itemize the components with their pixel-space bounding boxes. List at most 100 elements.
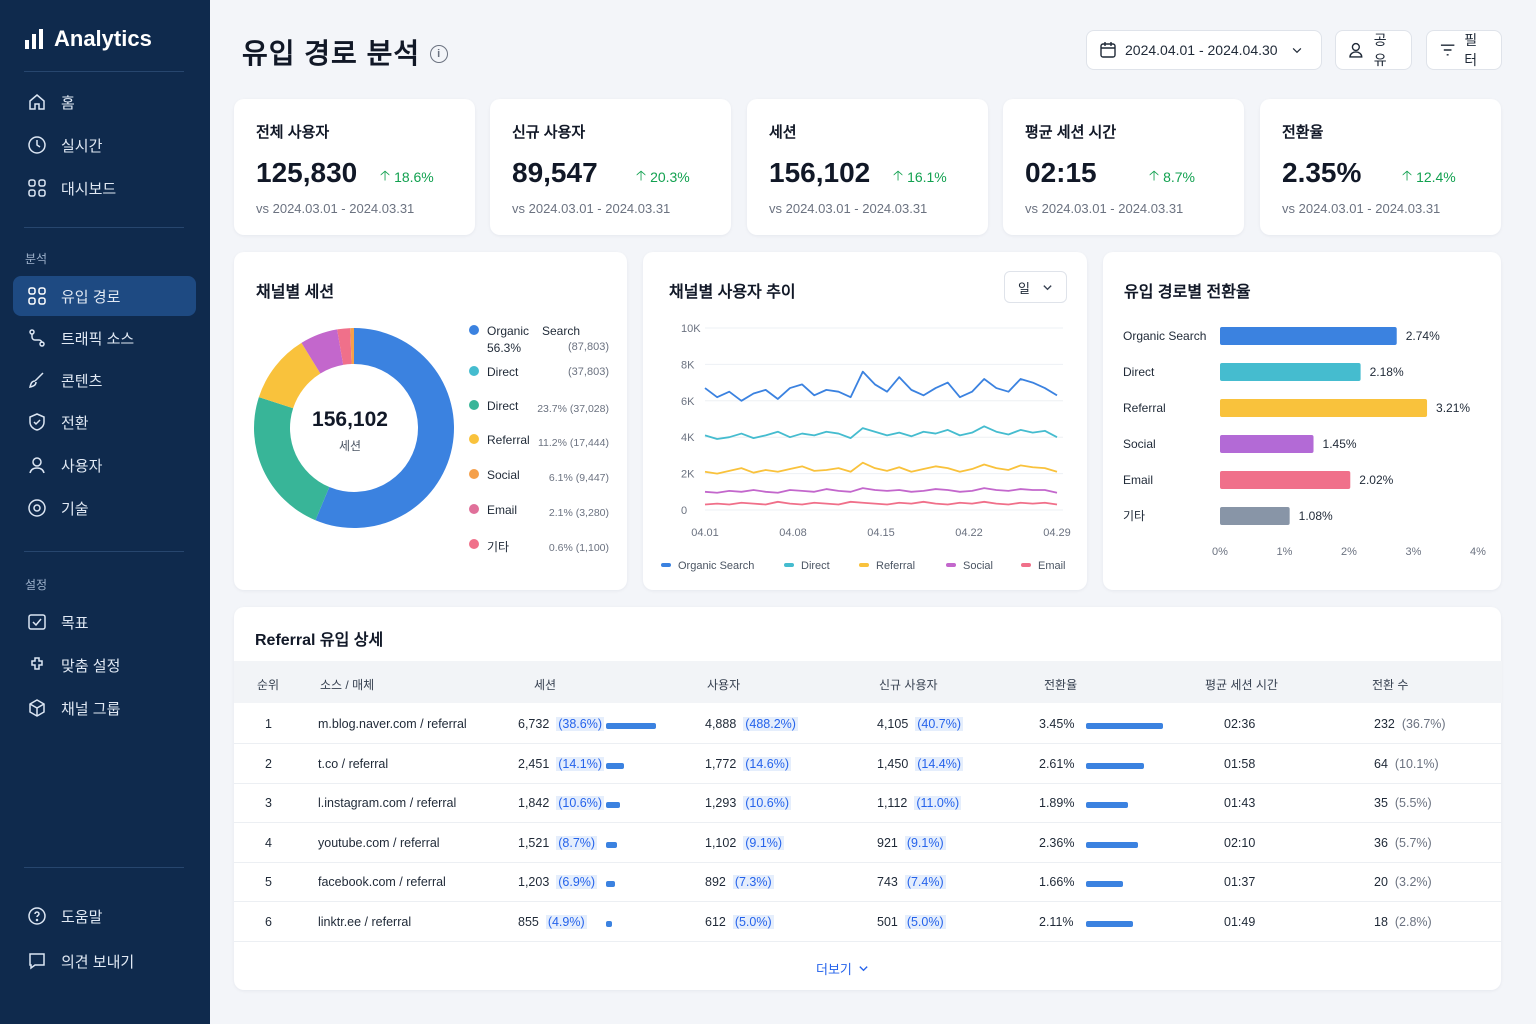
legend-name: Direct bbox=[487, 399, 519, 413]
category-label: 기타 bbox=[1123, 509, 1145, 523]
period-select[interactable]: 일 bbox=[1004, 271, 1067, 303]
sidebar-item-feedback[interactable]: 의견 보내기 bbox=[13, 941, 196, 981]
date-range-picker[interactable]: 2024.04.01 - 2024.04.30 bbox=[1086, 30, 1322, 70]
trend-legend-item[interactable]: Referral bbox=[859, 560, 915, 572]
col-rank[interactable]: 순위 bbox=[257, 678, 280, 692]
hbar-chart: Organic Search 2.74% Direct 2.18% Referral 3.… bbox=[1123, 327, 1486, 558]
sidebar-item-custom[interactable]: 맞춤 설정 bbox=[13, 645, 196, 685]
donut-slice-1[interactable] bbox=[253, 397, 330, 521]
chevron-down-icon bbox=[1292, 48, 1301, 54]
series-line-4[interactable] bbox=[704, 500, 1058, 506]
legend-item[interactable]: Direct 23.7% (37,028) bbox=[469, 399, 609, 429]
trend-legend-item[interactable]: Organic Search bbox=[661, 560, 754, 572]
cell-sessions: 6,732 (38.6%) bbox=[518, 717, 605, 731]
share-button[interactable]: 공유 bbox=[1335, 30, 1412, 70]
sidebar-item-realtime[interactable]: 실시간 bbox=[13, 125, 196, 165]
col-new-users[interactable]: 신규 사용자 bbox=[879, 678, 938, 692]
trend-legend-item[interactable]: Direct bbox=[784, 560, 830, 572]
cell-sessions: 855 bbox=[518, 914, 539, 929]
col-source[interactable]: 소스 / 매체 bbox=[320, 678, 375, 692]
cell-source: linktr.ee / referral bbox=[318, 915, 411, 929]
bar-value-label: 2.74% bbox=[1406, 329, 1440, 343]
cell-users: 1,293 bbox=[705, 796, 737, 810]
sidebar-item-goals[interactable]: 목표 bbox=[13, 602, 196, 642]
legend-count: (87,803) bbox=[568, 341, 609, 353]
cell-cr: 2.11% bbox=[1039, 914, 1074, 929]
legend-item[interactable]: Direct (37,803) bbox=[469, 365, 609, 395]
legend-item[interactable]: 기타 0.6% (1,100) bbox=[469, 538, 609, 568]
cell-users: 892 (7.3%) bbox=[705, 875, 774, 889]
cell-source: facebook.com / referral bbox=[318, 875, 446, 889]
bar-0[interactable] bbox=[1220, 327, 1397, 345]
cell-conv: 64 bbox=[1374, 756, 1388, 771]
table-row[interactable]: 5 facebook.com / referral 1,203 (6.9%) 892 … bbox=[234, 862, 1502, 902]
series-line-0[interactable] bbox=[704, 370, 1058, 402]
donut-slice-5[interactable] bbox=[350, 328, 354, 365]
trend-legend-item[interactable]: Email bbox=[1021, 560, 1066, 572]
legend-item[interactable]: Referral 11.2% (17,444) bbox=[469, 433, 609, 463]
cell-sessions_pct: (14.1%) bbox=[556, 756, 605, 771]
sidebar-item-conversion[interactable]: 전환 bbox=[13, 402, 196, 442]
donut-slice-4[interactable] bbox=[337, 328, 352, 365]
col-avg-time[interactable]: 평균 세션 시간 bbox=[1205, 678, 1278, 692]
trend-legend-item[interactable]: Social bbox=[946, 560, 993, 572]
sidebar-item-tech[interactable]: 기술 bbox=[13, 488, 196, 528]
cell-sessions: 2,451 (14.1%) bbox=[518, 756, 605, 771]
arrow-up-icon: 🡡 bbox=[893, 167, 904, 183]
bar-4[interactable] bbox=[1220, 471, 1351, 489]
bar-2[interactable] bbox=[1220, 399, 1428, 417]
cell-users: 4,888 bbox=[705, 717, 737, 731]
series-line-3[interactable] bbox=[704, 487, 1058, 494]
sidebar-item-users[interactable]: 사용자 bbox=[13, 445, 196, 485]
table-row[interactable]: 6 linktr.ee / referral 855 (4.9%) 612 (5.0%… bbox=[234, 902, 1502, 942]
x-tick-label: 2% bbox=[1341, 546, 1357, 558]
col-conversions[interactable]: 전환 수 bbox=[1372, 678, 1409, 692]
table-row[interactable]: 4 youtube.com / referral 1,521 (8.7%) 1,102… bbox=[234, 823, 1502, 863]
table-row[interactable]: 3 l.instagram.com / referral 1,842 (10.6%)… bbox=[234, 783, 1502, 823]
sidebar-item-channel-group[interactable]: 채널 그룹 bbox=[13, 688, 196, 728]
series-line-2[interactable] bbox=[704, 461, 1058, 475]
table-row[interactable]: 1 m.blog.naver.com / referral 6,732 (38.6%… bbox=[234, 704, 1502, 744]
sidebar: Analytics 홈 실시간 대시보드 분석 유입 경로 트래픽 소스 콘텐츠… bbox=[0, 0, 210, 1024]
cell-cr: 1.89% bbox=[1039, 796, 1075, 810]
cell-rank: 2 bbox=[265, 757, 272, 771]
sidebar-divider bbox=[24, 551, 184, 552]
sidebar-item-traffic-source[interactable]: 트래픽 소스 bbox=[13, 318, 196, 358]
chevron-down-icon bbox=[1043, 284, 1052, 290]
donut-slice-3[interactable] bbox=[301, 329, 344, 374]
donut-slice-0[interactable] bbox=[315, 328, 455, 528]
cell-sessions_pct: (4.9%) bbox=[545, 914, 587, 929]
legend-item[interactable]: Organic Search 56.3% (87,803) bbox=[469, 324, 609, 355]
bar-value-label: 2.02% bbox=[1359, 473, 1393, 487]
sidebar-item-label: 대시보드 bbox=[61, 180, 117, 198]
sidebar-item-label: 유입 경로 bbox=[61, 288, 121, 306]
cell-sessions: 2,451 bbox=[518, 756, 550, 771]
sidebar-item-content[interactable]: 콘텐츠 bbox=[13, 360, 196, 400]
cell-cr: 2.61% bbox=[1039, 756, 1075, 771]
col-users[interactable]: 사용자 bbox=[707, 678, 741, 692]
col-conv-rate[interactable]: 전환율 bbox=[1044, 678, 1078, 692]
table-row[interactable]: 2 t.co / referral 2,451 (14.1%) 1,772 (14.6… bbox=[234, 744, 1502, 784]
filter-button[interactable]: 필터 bbox=[1426, 30, 1502, 70]
sidebar-item-dashboard[interactable]: 대시보드 bbox=[13, 168, 196, 208]
sidebar-item-home[interactable]: 홈 bbox=[13, 82, 196, 122]
brand[interactable]: Analytics bbox=[24, 26, 152, 52]
sidebar-item-acquisition[interactable]: 유입 경로 bbox=[13, 276, 196, 316]
bar-5[interactable] bbox=[1220, 507, 1290, 525]
legend-item[interactable]: Email 2.1% (3,280) bbox=[469, 503, 609, 533]
category-label: Email bbox=[1123, 473, 1153, 487]
series-line-1[interactable] bbox=[704, 425, 1058, 440]
bar-1[interactable] bbox=[1220, 363, 1361, 381]
legend-item[interactable]: Social 6.1% (9,447) bbox=[469, 468, 609, 498]
legend-name: Referral bbox=[487, 433, 530, 447]
donut-slice-2[interactable] bbox=[258, 342, 321, 409]
info-icon[interactable]: i bbox=[430, 45, 449, 63]
bar-3[interactable] bbox=[1220, 435, 1314, 453]
cell-source: youtube.com / referral bbox=[318, 835, 440, 850]
more-button[interactable]: 더보기 bbox=[816, 959, 869, 978]
conv-rate-bar bbox=[1086, 841, 1139, 848]
col-sessions[interactable]: 세션 bbox=[534, 678, 557, 692]
cell-new-users: 743 (7.4%) bbox=[877, 875, 946, 889]
sidebar-item-help[interactable]: 도움말 bbox=[13, 896, 196, 936]
cell-users: 612 bbox=[705, 914, 726, 929]
